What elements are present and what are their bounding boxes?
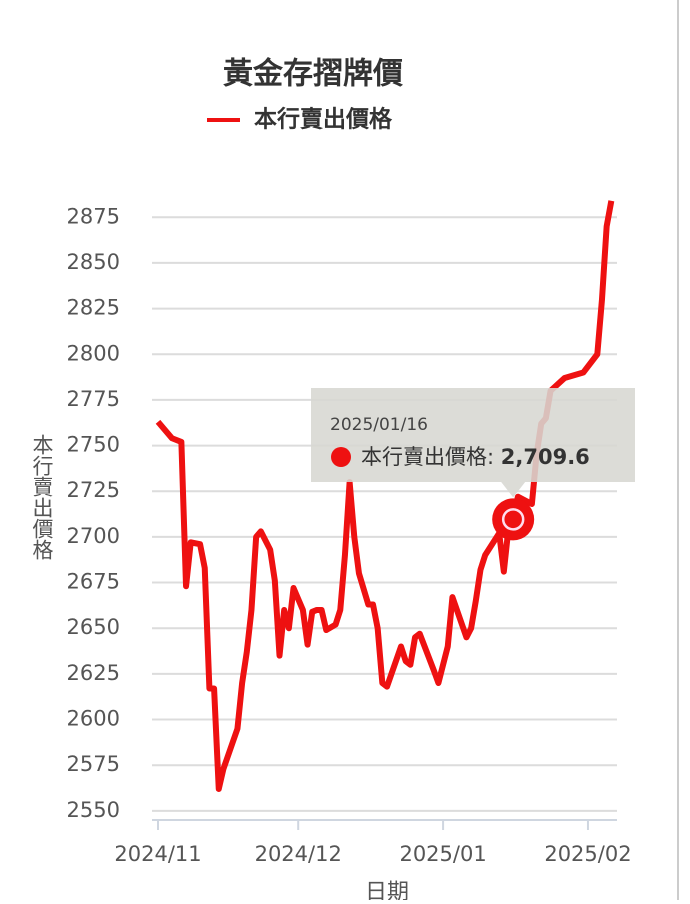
y-tick-label: 2575 — [67, 752, 120, 776]
y-axis-label: 本行賣出價格 — [30, 434, 54, 560]
tooltip-box — [311, 388, 635, 482]
tooltip-text: 本行賣出價格: 2,709.6 — [361, 445, 590, 469]
y-tick-label: 2825 — [67, 296, 120, 320]
y-tick-label: 2775 — [67, 387, 120, 411]
x-tick-label: 2025/02 — [544, 842, 631, 866]
hover-point — [501, 508, 525, 531]
x-tick-label: 2025/01 — [399, 842, 486, 866]
tooltip-series: 本行賣出價格: — [361, 445, 494, 469]
chart-title: 黃金存摺牌價 — [223, 57, 403, 92]
tooltip-date: 2025/01/16 — [330, 415, 428, 435]
y-tick-label: 2675 — [67, 570, 120, 594]
tooltip-value: 2,709.6 — [501, 445, 590, 469]
tooltip-swatch — [331, 447, 351, 467]
y-tick-label: 2850 — [67, 250, 120, 274]
y-tick-label: 2650 — [67, 615, 120, 639]
tooltip: 2025/01/16 本行賣出價格: 2,709.6 — [311, 388, 635, 498]
x-tick-label: 2024/11 — [114, 842, 201, 866]
x-axis-label: 日期 — [365, 880, 409, 900]
y-tick-label: 2550 — [67, 798, 120, 822]
y-tick-label: 2700 — [67, 524, 120, 548]
y-tick-label: 2875 — [67, 204, 120, 228]
y-tick-label: 2750 — [67, 433, 120, 457]
y-tick-label: 2725 — [67, 478, 120, 502]
y-tick-label: 2625 — [67, 661, 120, 685]
line-series — [155, 200, 615, 792]
x-tick-label: 2024/12 — [255, 842, 342, 866]
legend-label[interactable]: 本行賣出價格 — [254, 106, 393, 133]
tooltip-pointer — [501, 482, 526, 498]
y-tick-label: 2800 — [67, 341, 120, 365]
y-tick-label: 2600 — [67, 707, 120, 731]
